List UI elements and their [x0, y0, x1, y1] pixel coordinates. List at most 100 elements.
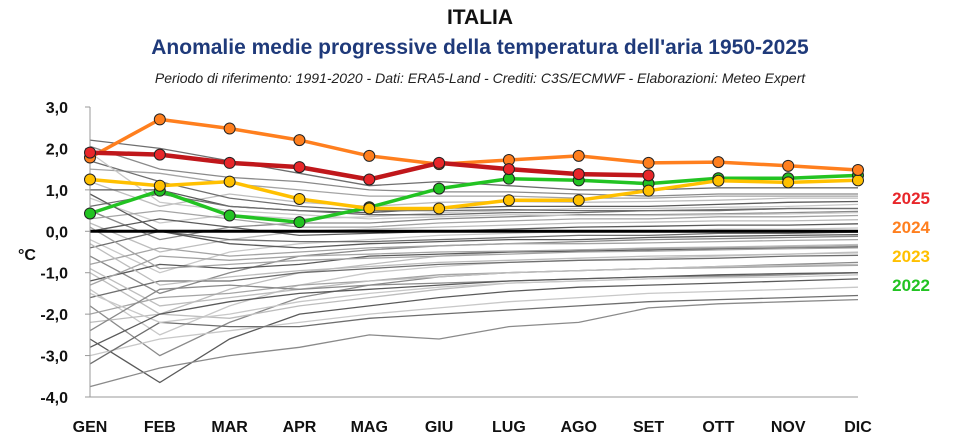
x-tick-label: MAR — [211, 419, 248, 436]
y-tick-label: -3,0 — [40, 349, 68, 366]
point-2025 — [433, 156, 446, 169]
point-2022 — [293, 216, 306, 229]
y-tick-label: 3,0 — [46, 100, 68, 117]
background-year-line — [89, 274, 859, 324]
point-2023 — [502, 194, 515, 207]
point-2024 — [852, 163, 864, 176]
point-2024 — [153, 113, 166, 126]
point-2024 — [223, 122, 236, 135]
x-tick-label: NOV — [771, 419, 806, 436]
y-ticks: 3,0 2,0 1,0 0,0 -1,0 -2,0 -3,0 -4,0 — [40, 100, 90, 407]
background-year-line — [89, 193, 859, 249]
background-year-line — [89, 145, 858, 197]
y-axis-label: °C — [18, 247, 36, 264]
point-2023 — [223, 175, 236, 188]
point-2023 — [153, 179, 166, 192]
background-year-line — [89, 263, 859, 307]
point-2023 — [852, 174, 864, 187]
point-2022 — [223, 209, 236, 222]
y-tick-label: 2,0 — [46, 141, 68, 158]
legend-item-2023: 2023 — [892, 247, 930, 266]
background-year-line — [89, 230, 859, 249]
point-2025 — [223, 156, 236, 169]
background-year-line — [89, 227, 859, 274]
chart-title: ITALIA — [446, 6, 514, 29]
legend: 2025 2024 2023 2022 — [892, 189, 930, 295]
x-tick-label: LUG — [492, 419, 526, 436]
point-2023 — [572, 194, 585, 207]
point-2024 — [572, 149, 585, 162]
background-year-line — [90, 189, 859, 214]
point-2023 — [84, 173, 96, 186]
point-2023 — [712, 174, 725, 187]
background-year-line — [89, 193, 858, 216]
point-2024 — [363, 149, 376, 162]
point-2025 — [572, 168, 585, 181]
legend-item-2025: 2025 — [892, 189, 930, 208]
x-tick-label: SET — [633, 419, 664, 436]
x-tick-label: GEN — [73, 419, 108, 436]
x-tick-label: AGO — [561, 419, 597, 436]
background-year-line — [89, 272, 859, 348]
point-2023 — [642, 184, 655, 197]
legend-item-2024: 2024 — [892, 218, 930, 237]
background-year-line — [89, 152, 859, 220]
background-year-line — [89, 298, 859, 388]
y-tick-label: -2,0 — [40, 307, 68, 324]
highlight-series — [84, 113, 864, 229]
y-tick-label: -1,0 — [40, 266, 68, 283]
y-tick-label: -4,0 — [40, 390, 68, 407]
x-tick-label: APR — [283, 419, 317, 436]
background-year-line — [89, 238, 859, 266]
point-2025 — [293, 161, 306, 174]
background-year-line — [89, 294, 859, 365]
point-2025 — [153, 148, 166, 161]
point-2024 — [712, 156, 725, 169]
background-year-line — [89, 243, 859, 286]
x-tick-label: MAG — [351, 419, 388, 436]
background-year-line — [89, 160, 858, 212]
point-2024 — [782, 159, 795, 172]
point-2024 — [642, 156, 655, 169]
point-2025 — [502, 163, 515, 176]
point-2024 — [293, 134, 306, 147]
series-line-2023 — [89, 177, 859, 211]
x-tick-label: DIC — [844, 419, 872, 436]
point-2025 — [642, 169, 655, 182]
background-year-line — [89, 264, 859, 315]
point-2023 — [293, 192, 306, 205]
x-ticks: GEN FEB MAR APR MAG GIU LUG AGO SET OTT NOV DIC — [73, 419, 873, 436]
background-year-line — [89, 209, 859, 228]
background-year-line — [89, 246, 859, 282]
background-year-line — [89, 254, 859, 299]
x-tick-label: GIU — [425, 419, 453, 436]
point-2025 — [84, 146, 96, 159]
point-2022 — [84, 207, 96, 220]
chart-note: Periodo di riferimento: 1991-2020 - Dati… — [154, 70, 806, 86]
background-years — [89, 139, 859, 388]
point-2023 — [782, 176, 795, 189]
point-2023 — [433, 202, 446, 215]
background-year-line — [89, 243, 859, 315]
chart-subtitle: Anomalie medie progressive della tempera… — [151, 36, 809, 59]
background-year-line — [89, 272, 859, 324]
x-tick-label: FEB — [144, 419, 176, 436]
background-year-line — [89, 251, 859, 336]
background-year-line — [89, 197, 859, 224]
series-line-2024 — [89, 117, 859, 172]
background-year-line — [89, 278, 859, 384]
background-year-line — [89, 209, 859, 241]
point-2025 — [363, 173, 376, 186]
y-tick-label: 0,0 — [46, 224, 68, 241]
background-year-line — [89, 180, 858, 208]
background-year-line — [89, 226, 859, 270]
background-year-line — [89, 272, 859, 332]
point-2022 — [433, 182, 446, 195]
legend-item-2022: 2022 — [892, 276, 930, 295]
background-year-line — [89, 245, 859, 286]
background-year-line — [89, 286, 859, 357]
series-line-2022 — [89, 173, 859, 224]
x-tick-label: OTT — [702, 419, 734, 436]
point-2023 — [363, 202, 376, 215]
